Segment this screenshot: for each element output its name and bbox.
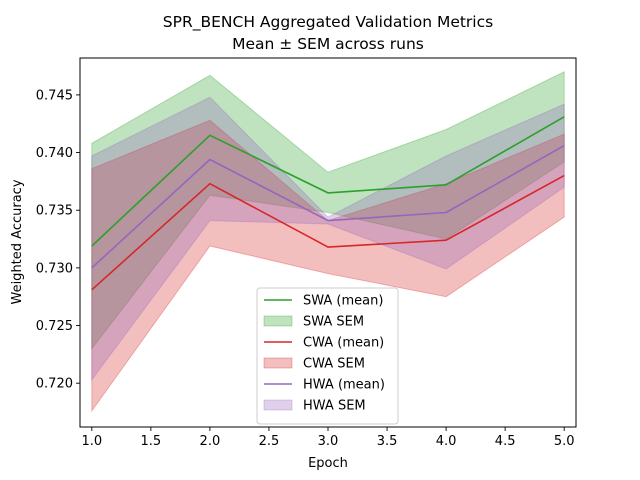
x-tick-label: 5.0 (554, 434, 575, 449)
hwa-mean-line (91, 144, 565, 269)
mean-lines (91, 116, 565, 291)
swa-legend-label: SWA (mean) (303, 294, 383, 309)
x-tick-label: 4.0 (436, 434, 457, 449)
y-axis-ticks: 0.720 0.725 0.730 0.735 0.740 0.745 (36, 88, 80, 392)
y-tick-label: 0.730 (36, 261, 73, 276)
hwa-sem-band (91, 96, 565, 382)
hwa-sem-legend-patch (263, 399, 293, 411)
y-tick-label: 0.740 (36, 146, 73, 161)
swa-mean-line (91, 116, 565, 247)
cwa-sem-legend-label: CWA SEM (303, 357, 365, 372)
x-tick-label: 1.5 (141, 434, 162, 449)
chart-subtitle: Mean ± SEM across runs (232, 35, 424, 53)
cwa-sem-band (91, 119, 565, 413)
x-tick-label: 3.5 (377, 434, 398, 449)
y-tick-label: 0.735 (36, 204, 73, 219)
legend-box (256, 287, 399, 425)
chart-title: SPR_BENCH Aggregated Validation Metrics (163, 13, 493, 32)
cwa-mean-line (91, 174, 565, 291)
x-tick-label: 1.0 (81, 434, 102, 449)
y-tick-label: 0.720 (36, 377, 73, 392)
x-tick-label: 3.0 (318, 434, 339, 449)
swa-sem-legend-label: SWA SEM (303, 315, 364, 330)
legend: SWA (mean) SWA SEM CWA (mean) CWA SEM HWA (m… (256, 287, 399, 425)
hwa-legend-label: HWA (mean) (303, 378, 385, 393)
cwa-legend-label: CWA (mean) (303, 336, 384, 351)
x-axis-ticks: 1.0 1.5 2.0 2.5 3.0 3.5 4.0 4.5 5.0 (81, 427, 575, 449)
y-tick-label: 0.745 (36, 88, 73, 103)
x-tick-label: 4.5 (495, 434, 516, 449)
x-tick-label: 2.0 (200, 434, 221, 449)
y-axis-label: Weighted Accuracy (10, 179, 25, 304)
hwa-sem-legend-label: HWA SEM (303, 399, 366, 414)
x-tick-label: 2.5 (259, 434, 280, 449)
swa-sem-legend-patch (263, 315, 293, 327)
swa-sem-band (91, 70, 565, 351)
sem-bands (91, 70, 565, 413)
x-axis-label: Epoch (308, 456, 348, 471)
y-tick-label: 0.725 (36, 319, 73, 334)
cwa-sem-legend-patch (263, 357, 293, 369)
